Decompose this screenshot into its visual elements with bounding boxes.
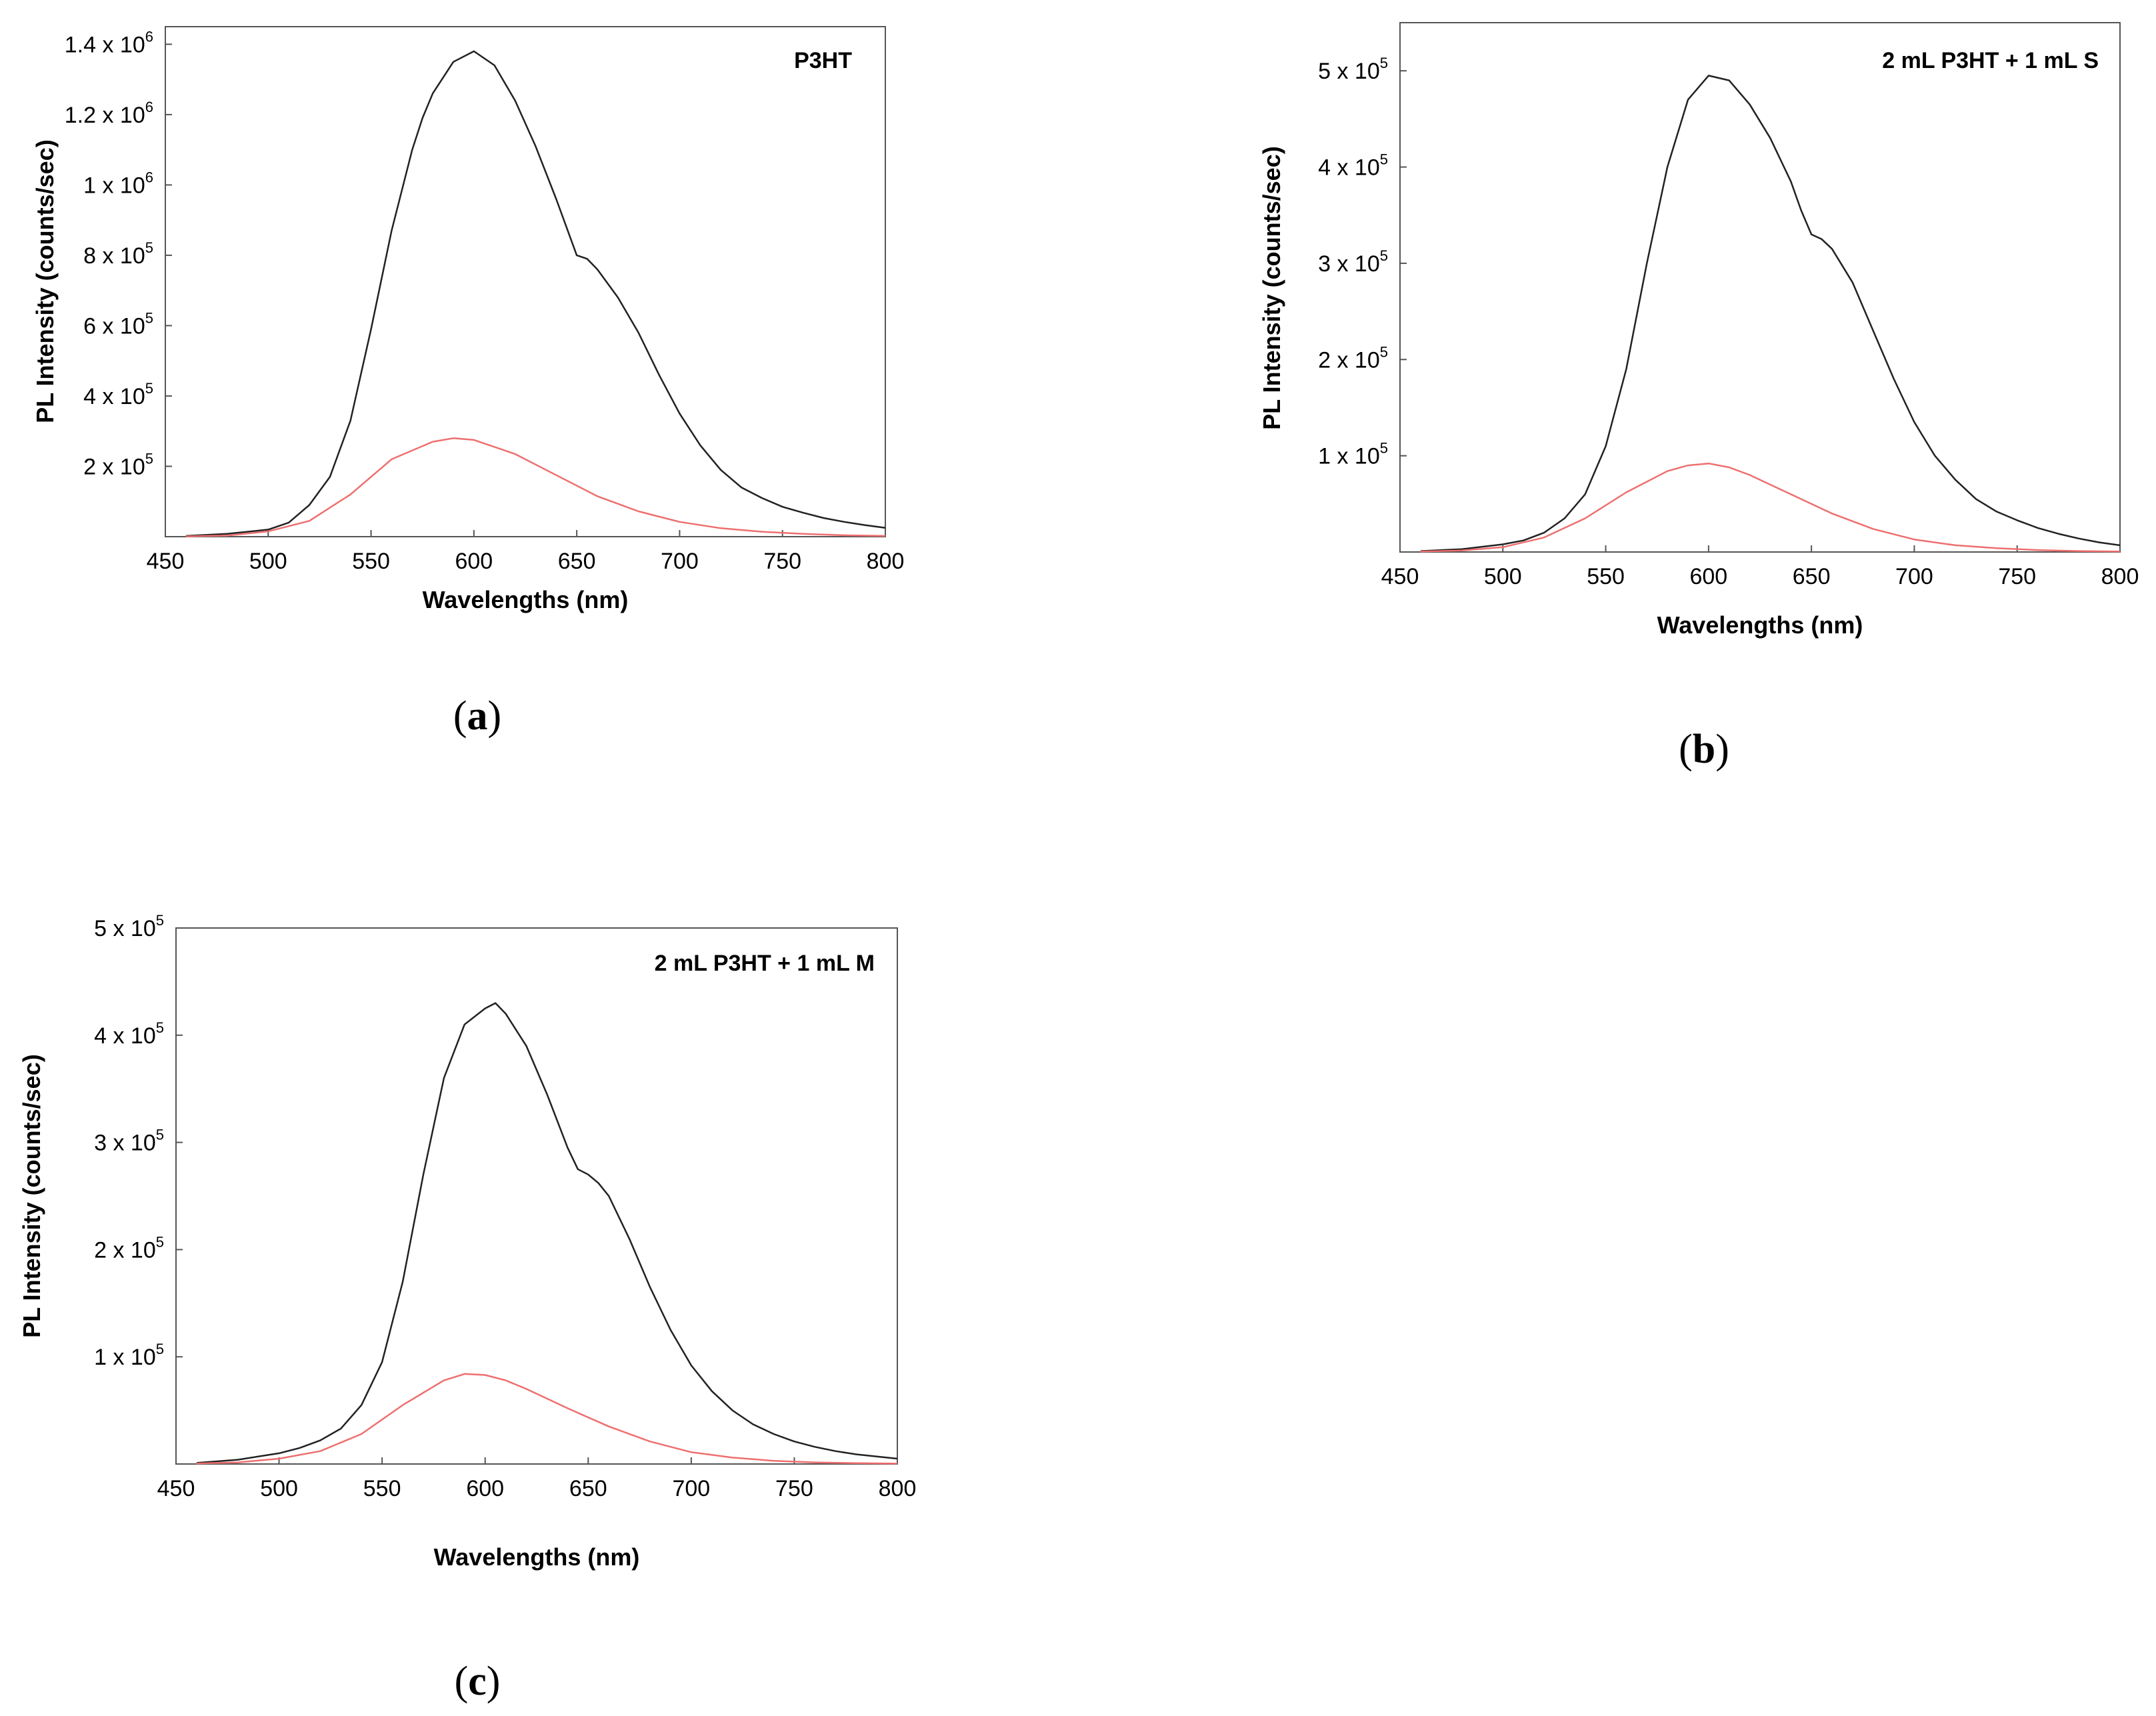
panel-b-y-axis-title: PL Intensity (counts/sec)	[1258, 146, 1285, 429]
panel-c-x-tick-label-0: 450	[157, 1476, 195, 1501]
panel-b-x-tick-label-2: 550	[1587, 564, 1625, 589]
panel-b-y-tick-label-3: 4 x 105	[1318, 151, 1388, 181]
panel-c-y-tick-label-0: 1 x 105	[94, 1341, 164, 1370]
panel-b: 450 500 550 600 650 700 750 800 1 x 105 2 x 105 3…	[1258, 22, 2139, 639]
panel-c-x-tick-label-4: 650	[569, 1476, 607, 1501]
panel-c-x-tick-label-6: 750	[775, 1476, 813, 1501]
panel-a-x-tick-label-0: 450	[147, 549, 185, 574]
panel-a-series-black-line	[185, 50, 886, 537]
panel-a-x-tick-label-1: 500	[249, 549, 287, 574]
panel-a-x-tick-label-6: 750	[763, 549, 801, 574]
panel-c-series-red-line	[196, 1373, 898, 1465]
panel-b-y-tick-label-1: 2 x 105	[1318, 343, 1388, 373]
panel-letter-b: (b)	[1679, 727, 1729, 772]
panel-a-y-axis-title: PL Intensity (counts/sec)	[31, 139, 59, 423]
panel-a-y-tick-label-5: 1.2 x 106	[65, 99, 153, 128]
panel-b-x-tick-label-0: 450	[1381, 564, 1419, 589]
panel-c-x-tick-label-5: 700	[672, 1476, 710, 1501]
panel-a-title: P3HT	[794, 48, 852, 73]
panel-a-x-axis-title: Wavelengths (nm)	[423, 586, 629, 613]
panel-c-y-tick-label-4: 5 x 105	[94, 912, 164, 941]
panel-b-x-tick-label-7: 800	[2101, 564, 2139, 589]
panel-a-y-tick-label-4: 1 x 106	[83, 169, 153, 198]
panel-a-plot-frame	[165, 26, 886, 537]
panel-b-x-tick-label-5: 700	[1895, 564, 1933, 589]
panel-a-x-tick-label-7: 800	[867, 549, 905, 574]
panel-b-series	[1420, 75, 2121, 553]
panel-c-x-tick-label-1: 500	[260, 1476, 298, 1501]
panel-b-x-tick-label-6: 750	[1998, 564, 2036, 589]
panel-b-x-axis-title: Wavelengths (nm)	[1657, 611, 1863, 639]
panel-b-series-red-line	[1420, 462, 2121, 553]
panel-b-plot-frame	[1399, 22, 2121, 553]
panel-c: 450 500 550 600 650 700 750 800 1 x 105 2 x 105 3…	[18, 912, 916, 1571]
panel-b-y-tick-label-2: 3 x 105	[1318, 247, 1388, 277]
panel-letter-c: (c)	[455, 1659, 501, 1704]
panel-a-x-tick-label-3: 600	[455, 549, 493, 574]
panel-a-series-red-line	[185, 437, 886, 537]
panel-letter-a: (a)	[453, 693, 501, 739]
panel-b-y-ticks: 1 x 105 2 x 105 3 x 105 4 x 105 5 x 105	[1318, 55, 1407, 469]
panel-c-title: 2 mL P3HT + 1 mL M	[655, 951, 875, 976]
panel-c-y-tick-label-3: 4 x 105	[94, 1019, 164, 1049]
panel-c-plot-frame	[175, 927, 898, 1465]
panel-c-series-black-line	[196, 1002, 898, 1464]
panel-c-y-axis-title: PL Intensity (counts/sec)	[18, 1054, 45, 1337]
panel-a-series	[185, 50, 886, 537]
panel-c-series	[196, 1002, 898, 1465]
panel-b-title: 2 mL P3HT + 1 mL S	[1882, 48, 2099, 73]
panel-b-x-tick-label-3: 600	[1689, 564, 1727, 589]
panel-b-x-tick-label-4: 650	[1793, 564, 1831, 589]
panel-c-x-axis-title: Wavelengths (nm)	[434, 1543, 640, 1571]
panel-a: 450 500 550 600 650 700 750 800 2 x 105 4 x 105 6…	[31, 26, 905, 613]
panel-a-y-tick-label-6: 1.4 x 106	[65, 28, 153, 57]
panel-b-series-black-line	[1420, 75, 2121, 552]
panel-b-y-tick-label-4: 5 x 105	[1318, 55, 1388, 84]
panel-a-y-tick-label-0: 2 x 105	[83, 450, 153, 479]
panel-a-x-ticks: 450 500 550 600 650 700 750 800	[147, 530, 905, 574]
panel-a-y-tick-label-3: 8 x 105	[83, 239, 153, 269]
panel-a-y-tick-label-2: 6 x 105	[83, 309, 153, 339]
panel-a-y-ticks: 2 x 105 4 x 105 6 x 105 8 x 105 1 x 106 1.2 x…	[65, 28, 172, 479]
panel-b-x-ticks: 450 500 550 600 650 700 750 800	[1381, 545, 2139, 589]
panel-c-y-tick-label-2: 3 x 105	[94, 1127, 164, 1156]
panel-c-y-ticks: 1 x 105 2 x 105 3 x 105 4 x 105 5 x 105	[94, 912, 183, 1370]
panel-b-y-tick-label-0: 1 x 105	[1318, 440, 1388, 469]
panel-a-x-tick-label-4: 650	[558, 549, 596, 574]
panel-c-x-tick-label-2: 550	[363, 1476, 401, 1501]
panel-a-x-tick-label-2: 550	[352, 549, 390, 574]
panel-c-x-tick-label-7: 800	[879, 1476, 917, 1501]
panel-c-x-tick-label-3: 600	[466, 1476, 504, 1501]
panel-a-y-tick-label-1: 4 x 105	[83, 380, 153, 409]
panel-b-x-tick-label-1: 500	[1484, 564, 1522, 589]
panel-a-x-tick-label-5: 700	[661, 549, 699, 574]
panel-c-y-tick-label-1: 2 x 105	[94, 1233, 164, 1263]
panel-c-x-ticks: 450 500 550 600 650 700 750 800	[157, 1457, 917, 1501]
